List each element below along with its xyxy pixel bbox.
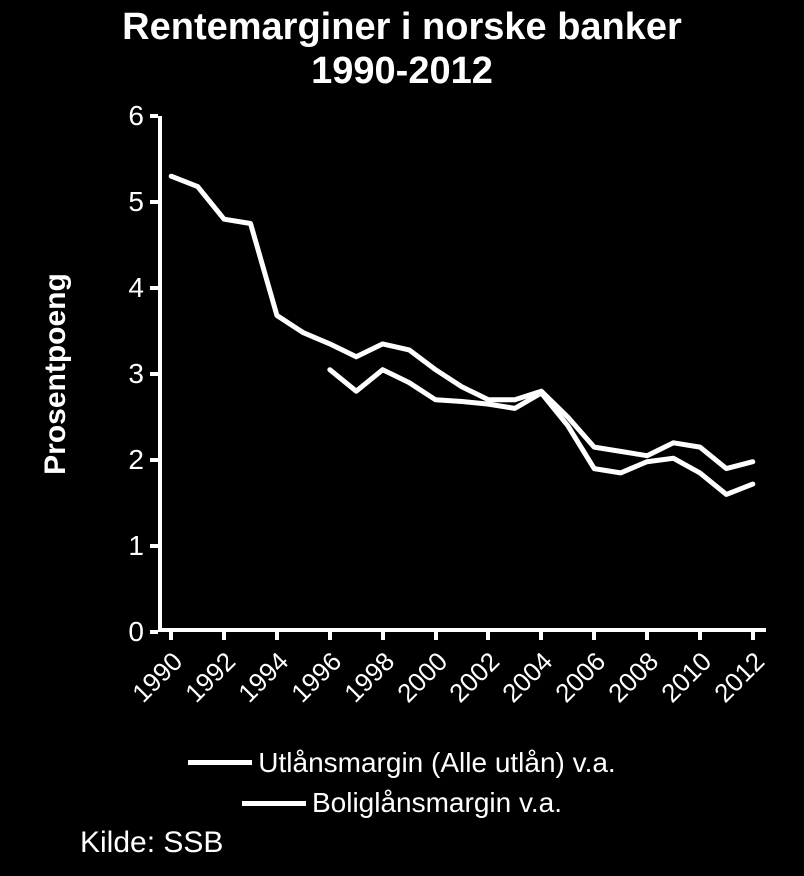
x-tick-label: 2000 (391, 646, 454, 709)
x-tick-label: 1992 (179, 646, 242, 709)
x-tick-mark (539, 632, 543, 640)
y-tick-label: 4 (128, 272, 158, 304)
x-tick-mark (592, 632, 596, 640)
source-label: Kilde: SSB (80, 826, 223, 860)
x-tick-mark (222, 632, 226, 640)
x-tick-mark (645, 632, 649, 640)
x-tick-mark (698, 632, 702, 640)
x-tick-label: 1998 (338, 646, 401, 709)
legend-swatch (242, 801, 306, 806)
chart-container: Rentemarginer i norske banker 1990-2012 … (0, 0, 804, 876)
x-tick-mark (434, 632, 438, 640)
legend-swatch (188, 760, 252, 765)
x-tick-mark (328, 632, 332, 640)
x-tick-label: 2010 (655, 646, 718, 709)
x-tick-mark (381, 632, 385, 640)
x-tick-label: 1990 (126, 646, 189, 709)
x-tick-label: 2006 (549, 646, 612, 709)
series-line-1 (330, 370, 753, 495)
x-tick-label: 2012 (708, 646, 771, 709)
x-tick-label: 1996 (285, 646, 348, 709)
x-tick-label: 2004 (496, 646, 559, 709)
y-tick-label: 3 (128, 358, 158, 390)
legend: Utlånsmargin (Alle utlån) v.a. Boliglånsm… (0, 740, 804, 821)
legend-item-1: Boliglånsmargin v.a. (242, 787, 562, 819)
y-tick-label: 0 (128, 616, 158, 648)
y-axis (158, 116, 162, 632)
legend-label: Utlånsmargin (Alle utlån) v.a. (258, 747, 615, 779)
chart-title-line2: 1990-2012 (0, 50, 804, 94)
x-tick-label: 2002 (444, 646, 507, 709)
x-tick-mark (486, 632, 490, 640)
legend-item-0: Utlånsmargin (Alle utlån) v.a. (188, 747, 615, 779)
x-tick-mark (169, 632, 173, 640)
y-tick-label: 2 (128, 444, 158, 476)
x-tick-mark (275, 632, 279, 640)
x-tick-label: 1994 (232, 646, 295, 709)
y-tick-label: 5 (128, 186, 158, 218)
chart-title-line1: Rentemarginer i norske banker (0, 6, 804, 50)
chart-title: Rentemarginer i norske banker 1990-2012 (0, 0, 804, 93)
x-tick-mark (751, 632, 755, 640)
legend-label: Boliglånsmargin v.a. (312, 787, 562, 819)
y-axis-label: Prosentpoeng (39, 273, 73, 475)
x-tick-label: 2008 (602, 646, 665, 709)
plot-area: 0123456199019921994199619982000200220042… (158, 116, 766, 632)
series-line-0 (171, 176, 753, 468)
y-tick-label: 1 (128, 530, 158, 562)
y-tick-label: 6 (128, 100, 158, 132)
chart-lines (158, 116, 766, 632)
x-axis (158, 628, 766, 632)
